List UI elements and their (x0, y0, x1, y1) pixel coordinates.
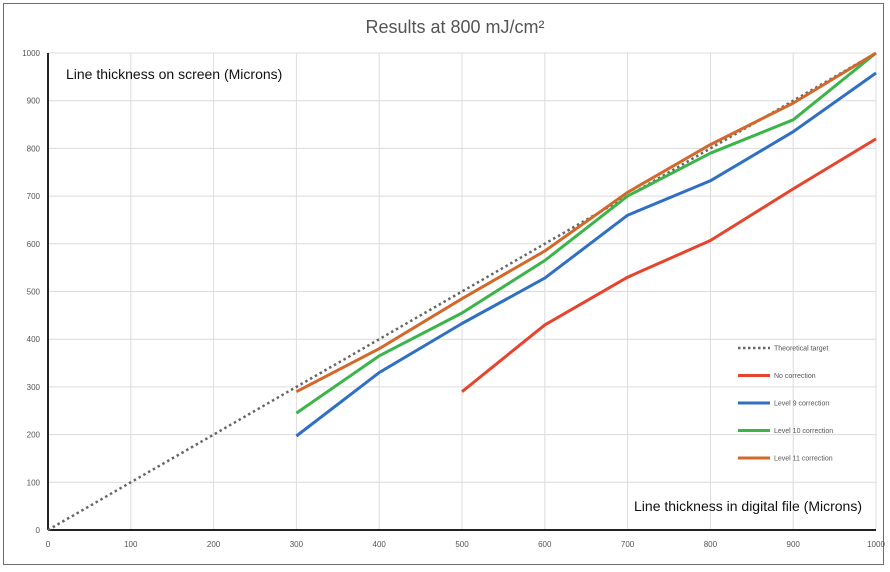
x-tick-label: 700 (621, 540, 635, 549)
series-line-3 (295, 51, 877, 415)
legend-label-3: Level 10 correction (774, 428, 833, 435)
y-tick-label: 500 (27, 288, 41, 297)
x-tick-label: 0 (46, 540, 51, 549)
y-tick-label: 0 (36, 526, 41, 535)
legend-label-1: No correction (774, 373, 816, 380)
y-axis-title: Line thickness on screen (Microns) (66, 66, 282, 82)
axis-layer: 0 100 200 300 400 500 600 700 800 900 1000 0 100 200 3… (22, 49, 885, 549)
y-tick-label: 600 (27, 240, 41, 249)
y-tick-label: 800 (27, 144, 41, 153)
legend-label-0: Theoretical target (774, 346, 829, 353)
x-tick-label: 100 (124, 540, 138, 549)
x-tick-label: 800 (704, 540, 718, 549)
x-axis-title: Line thickness in digital file (Microns) (634, 498, 862, 514)
chart-title: Results at 800 mJ/cm² (365, 17, 544, 37)
x-tick-label: 600 (538, 540, 552, 549)
y-tick-label: 300 (27, 383, 41, 392)
y-tick-label: 900 (27, 97, 41, 106)
y-tick-label: 400 (27, 335, 41, 344)
y-tick-label: 700 (27, 192, 41, 201)
series-line-2 (295, 71, 877, 438)
x-tick-label: 400 (373, 540, 387, 549)
y-tick-label: 100 (27, 478, 41, 487)
x-tick-label: 200 (207, 540, 221, 549)
legend-label-2: Level 9 correction (774, 401, 829, 408)
y-tick-label: 200 (27, 431, 41, 440)
series-layer (47, 51, 877, 532)
x-tick-label: 900 (787, 540, 801, 549)
series-line-1 (461, 137, 877, 393)
x-tick-label: 300 (290, 540, 304, 549)
y-tick-label: 1000 (22, 49, 40, 58)
series-line-4 (295, 51, 877, 394)
x-tick-label: 500 (455, 540, 469, 549)
legend-label-4: Level 11 correction (774, 456, 833, 463)
x-tick-label: 1000 (867, 540, 885, 549)
legend-layer: Theoretical target No correction Level 9 c… (738, 346, 833, 463)
